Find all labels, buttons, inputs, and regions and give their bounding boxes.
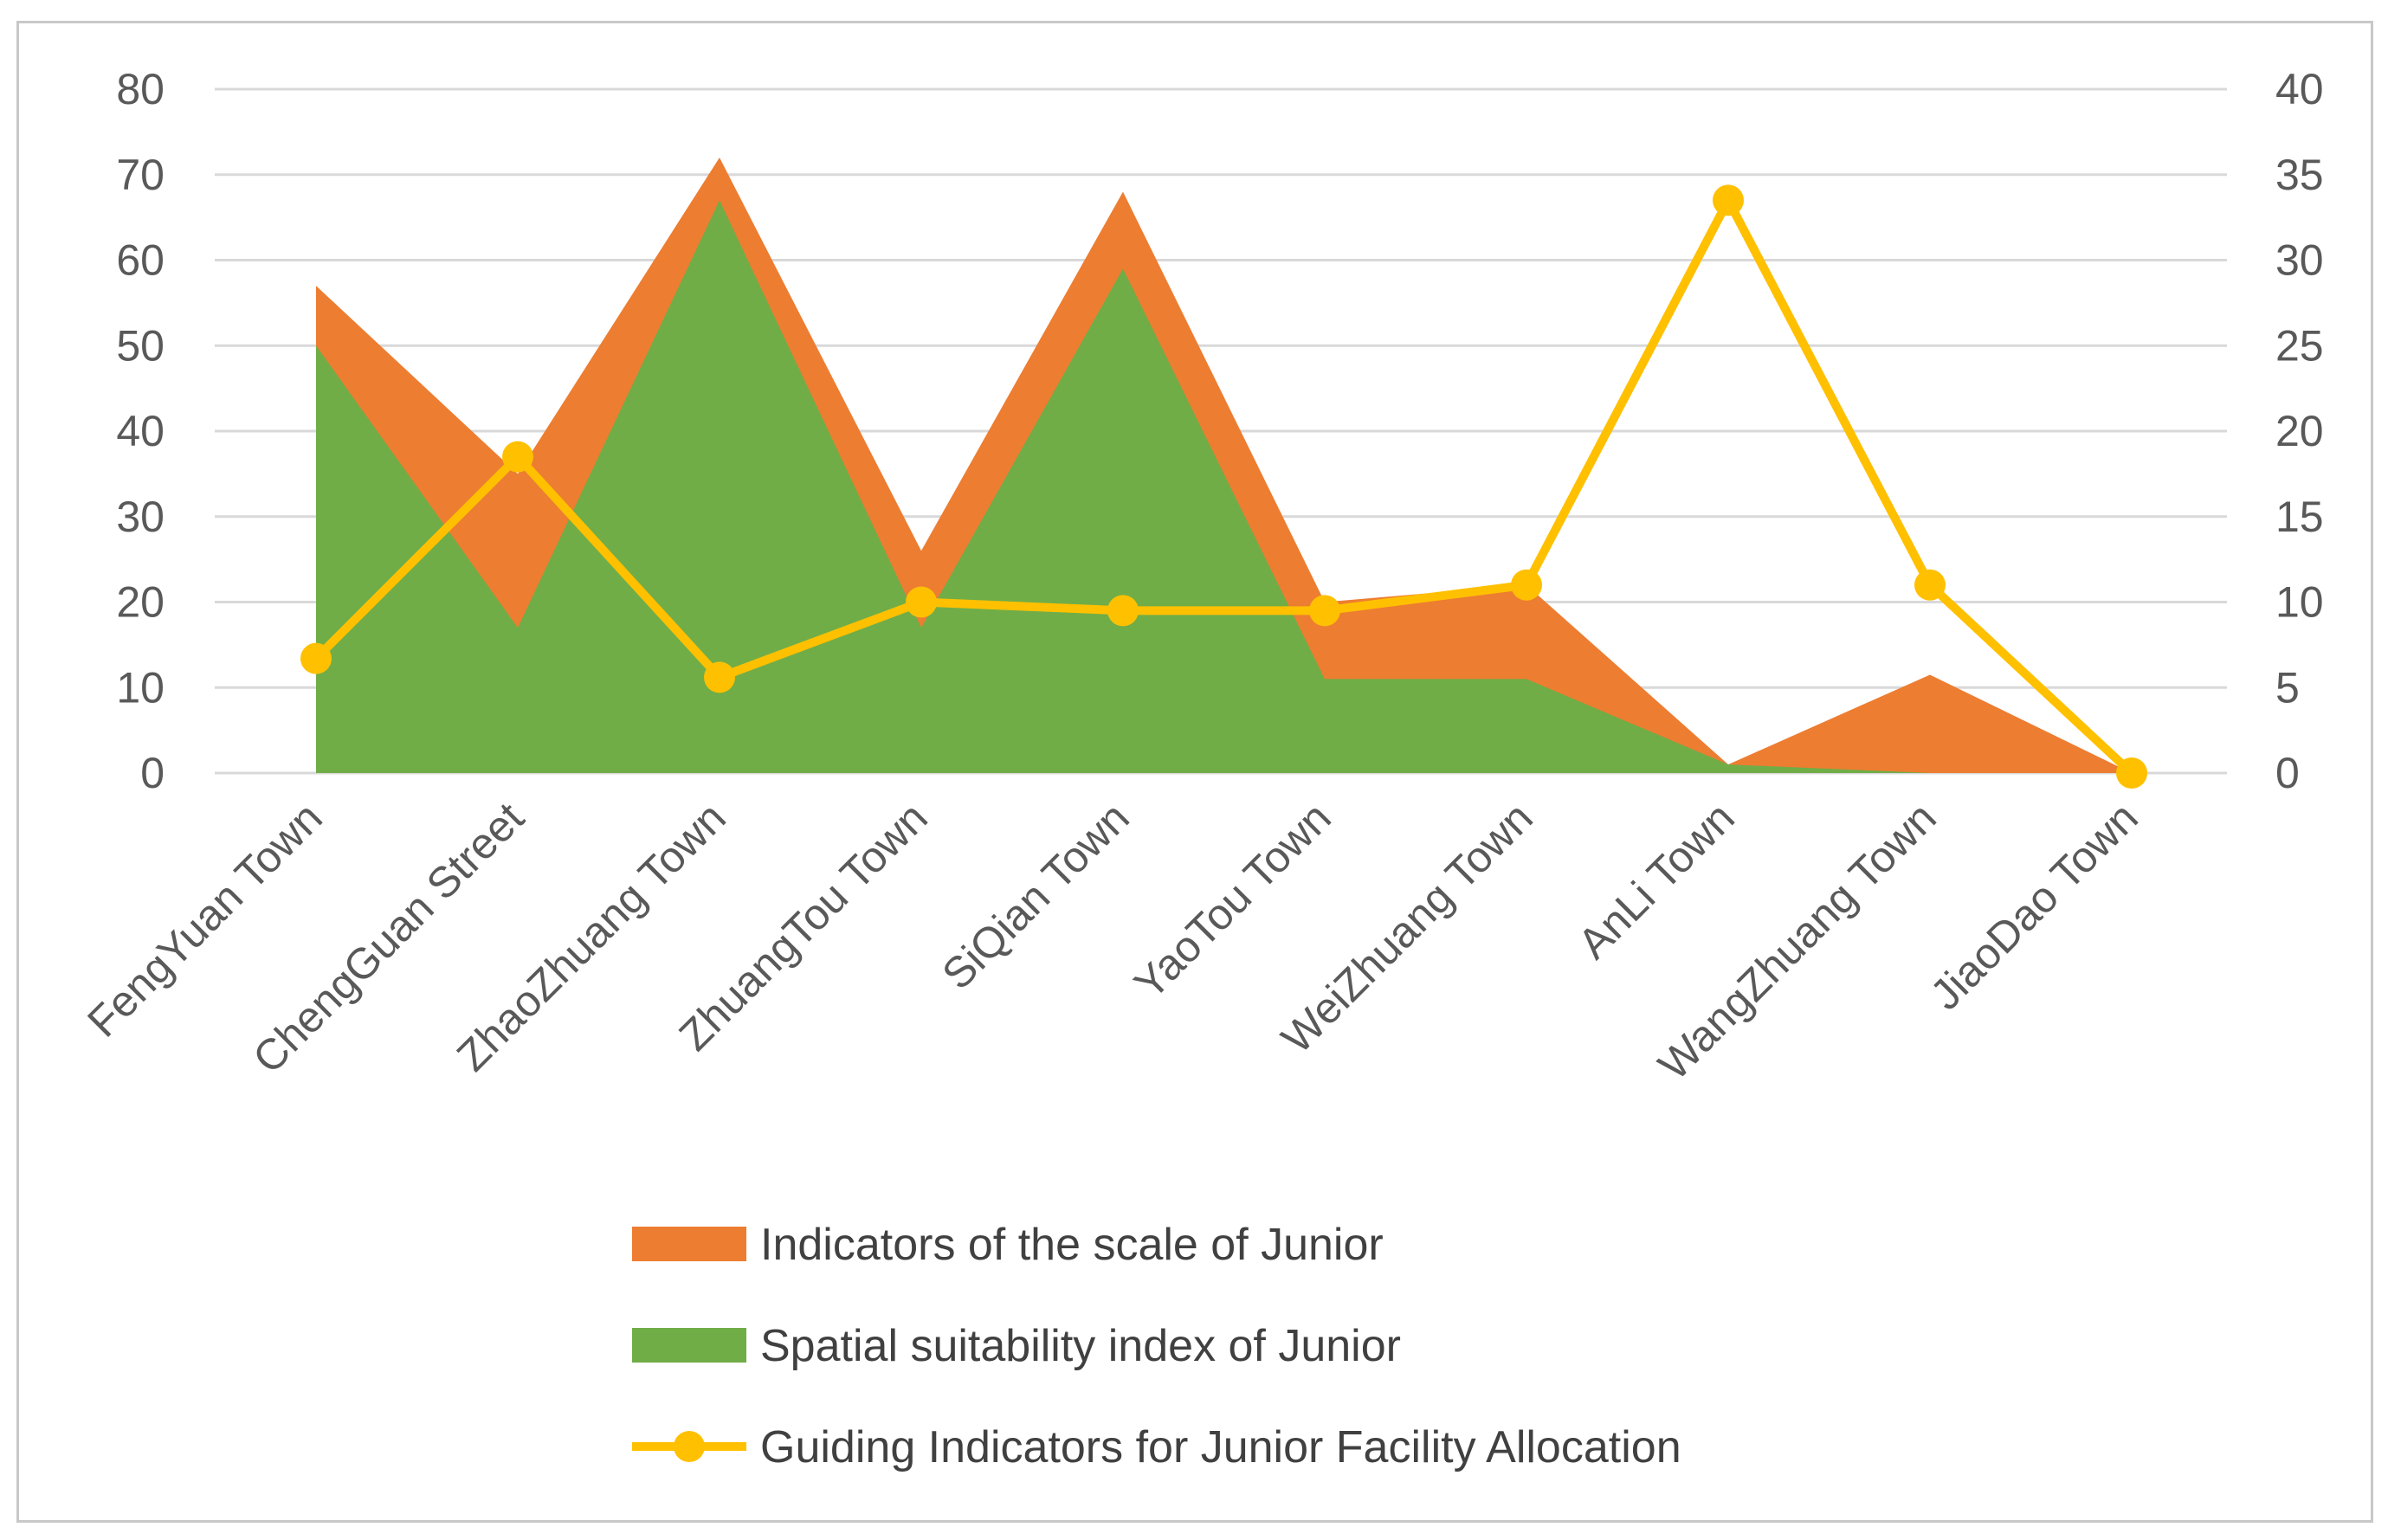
line-point	[502, 441, 533, 473]
y-axis-tick-label: 20	[116, 578, 165, 627]
line-point	[1107, 595, 1139, 627]
line-point	[1713, 184, 1744, 216]
legend-label: Spatial suitability index of Junior	[760, 1321, 1401, 1371]
y-axis-tick-label: 50	[116, 321, 165, 370]
line-series-2	[313, 196, 2135, 776]
line-point	[1914, 569, 1946, 601]
legend-swatch	[632, 1227, 746, 1261]
y2-axis-tick-label: 0	[2275, 749, 2300, 797]
x-axis-category-label: AnLi Town	[1569, 793, 1744, 968]
line-point	[1309, 595, 1340, 627]
y-axis-tick-label: 10	[116, 663, 165, 712]
line-point	[300, 642, 332, 674]
y2-axis-tick-label: 5	[2275, 663, 2300, 712]
legend-label: Indicators of the scale of Junior	[760, 1220, 1384, 1270]
legend-marker	[674, 1431, 705, 1462]
line-point	[1511, 569, 1542, 601]
line-point	[906, 586, 937, 618]
legend-swatch	[632, 1328, 746, 1363]
x-axis-category-label: SiQian Town	[933, 793, 1138, 998]
y2-axis-tick-label: 10	[2275, 578, 2324, 627]
y-axis-tick-label: 30	[116, 493, 165, 541]
legend: Indicators of the scale of Junior Spatial…	[632, 1220, 1681, 1472]
y2-axis-tick-label: 30	[2275, 236, 2324, 285]
y2-axis-tick-label: 40	[2275, 65, 2324, 113]
area-series-1	[316, 200, 2132, 773]
line-point	[2116, 757, 2147, 789]
y-axis-tick-label: 60	[116, 236, 165, 285]
y2-axis-tick-label: 25	[2275, 321, 2324, 370]
x-axis-category-label: JiaoDao Town	[1921, 793, 2147, 1019]
y-axis-tick-label: 0	[140, 749, 165, 797]
y2-axis-tick-label: 35	[2275, 151, 2324, 199]
x-axis-category-label: YaoTou Town	[1125, 793, 1340, 1008]
area-series	[316, 158, 2132, 773]
y-axis-tick-label: 40	[116, 407, 165, 455]
y-axis-tick-label: 70	[116, 151, 165, 199]
line-point	[704, 661, 735, 693]
line-series	[300, 184, 2147, 789]
y2-axis-tick-label: 20	[2275, 407, 2324, 455]
y2-axis-tick-label: 15	[2275, 493, 2324, 541]
legend-label: Guiding Indicators for Junior Facility A…	[760, 1422, 1681, 1472]
y-axis-tick-label: 80	[116, 65, 165, 113]
